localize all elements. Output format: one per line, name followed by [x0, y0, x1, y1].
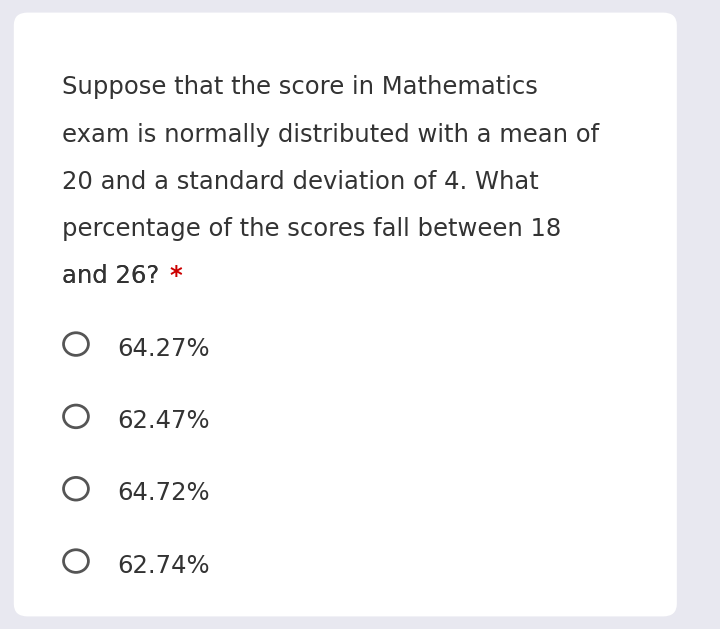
Text: and 26?  *: and 26? *	[62, 264, 187, 288]
Text: *: *	[169, 264, 182, 288]
FancyBboxPatch shape	[14, 13, 677, 616]
Text: 62.74%: 62.74%	[117, 554, 210, 577]
Text: 64.27%: 64.27%	[117, 337, 210, 360]
Text: 20 and a standard deviation of 4. What: 20 and a standard deviation of 4. What	[62, 170, 539, 194]
Text: percentage of the scores fall between 18: percentage of the scores fall between 18	[62, 217, 562, 241]
Text: exam is normally distributed with a mean of: exam is normally distributed with a mean…	[62, 123, 599, 147]
Text: 62.47%: 62.47%	[117, 409, 210, 433]
Text: 64.72%: 64.72%	[117, 481, 210, 505]
Text: and 26?: and 26?	[62, 264, 167, 288]
Text: and 26?: and 26?	[62, 264, 167, 288]
Text: Suppose that the score in Mathematics: Suppose that the score in Mathematics	[62, 75, 538, 99]
